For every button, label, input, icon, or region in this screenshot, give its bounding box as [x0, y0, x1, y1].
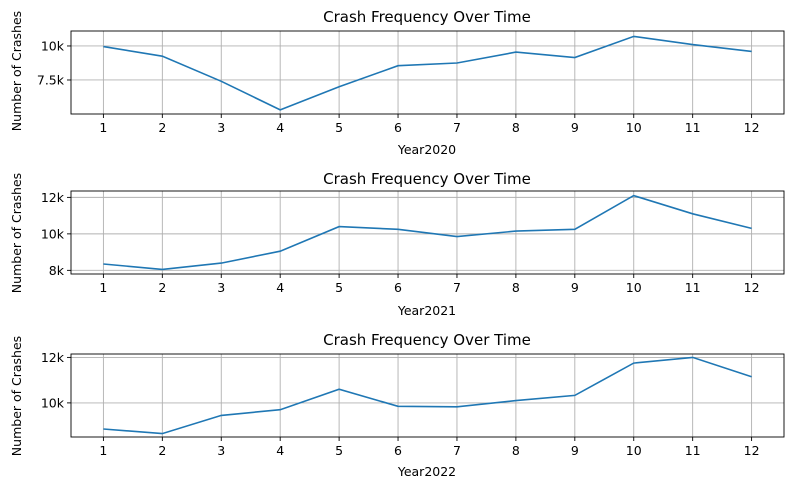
- x-ticks: 1 2 3 4 5 6 7 8 9 10 11 12: [99, 437, 760, 458]
- x-axis-label: Year2021: [397, 303, 456, 318]
- y-tick-label: 10k: [41, 226, 65, 241]
- chart-panel-2021: Crash Frequency Over Time Year2021 Numbe…: [9, 170, 785, 318]
- y-tick-label: 12k: [41, 350, 65, 365]
- axes-frame: [70, 190, 785, 275]
- y-ticks: 7.5k 10k: [37, 38, 71, 87]
- x-tick-label: 7: [453, 280, 461, 295]
- y-tick-label: 10k: [41, 38, 65, 53]
- chart-title: Crash Frequency Over Time: [323, 170, 531, 188]
- x-tick-label: 10: [626, 120, 642, 135]
- x-tick-label: 2: [158, 280, 166, 295]
- x-tick-label: 10: [626, 443, 642, 458]
- y-axis-label: Number of Crashes: [9, 336, 24, 456]
- x-tick-label: 11: [685, 120, 701, 135]
- x-tick-label: 7: [453, 443, 461, 458]
- chart-panel-2020: Crash Frequency Over Time Year2020 Numbe…: [9, 8, 785, 157]
- y-tick-label: 8k: [49, 263, 65, 278]
- grid-lines: [71, 191, 784, 274]
- x-ticks: 1 2 3 4 5 6 7 8 9 10 11 12: [99, 274, 760, 295]
- x-tick-label: 11: [685, 443, 701, 458]
- x-ticks: 1 2 3 4 5 6 7 8 9 10 11 12: [99, 114, 760, 135]
- x-tick-label: 6: [394, 120, 402, 135]
- x-tick-label: 6: [394, 280, 402, 295]
- x-tick-label: 6: [394, 443, 402, 458]
- axes-frame: [70, 30, 785, 115]
- chart-panel-2022: Crash Frequency Over Time Year2022 Numbe…: [9, 331, 785, 479]
- grid-lines: [71, 31, 784, 114]
- x-tick-label: 7: [453, 120, 461, 135]
- x-tick-label: 8: [512, 443, 520, 458]
- x-tick-label: 12: [744, 120, 760, 135]
- x-tick-label: 1: [99, 443, 107, 458]
- chart-title: Crash Frequency Over Time: [323, 331, 531, 349]
- x-tick-label: 4: [276, 280, 284, 295]
- y-tick-label: 7.5k: [37, 72, 65, 87]
- series-line: [103, 35, 752, 111]
- y-tick-label: 12k: [41, 190, 65, 205]
- y-tick-label: 10k: [41, 395, 65, 410]
- x-tick-label: 5: [335, 120, 343, 135]
- x-axis-label: Year2020: [397, 142, 456, 157]
- y-ticks: 8k 10k 12k: [41, 190, 71, 278]
- y-axis-label: Number of Crashes: [9, 11, 24, 131]
- x-tick-label: 5: [335, 443, 343, 458]
- x-tick-label: 9: [571, 443, 579, 458]
- x-tick-label: 2: [158, 443, 166, 458]
- x-tick-label: 9: [571, 120, 579, 135]
- x-tick-label: 11: [685, 280, 701, 295]
- x-tick-label: 8: [512, 280, 520, 295]
- x-tick-label: 8: [512, 120, 520, 135]
- x-tick-label: 12: [744, 280, 760, 295]
- x-tick-label: 4: [276, 443, 284, 458]
- x-tick-label: 9: [571, 280, 579, 295]
- x-tick-label: 5: [335, 280, 343, 295]
- x-tick-label: 1: [99, 280, 107, 295]
- x-tick-label: 10: [626, 280, 642, 295]
- x-tick-label: 4: [276, 120, 284, 135]
- axes-frame: [70, 353, 785, 438]
- x-axis-label: Year2022: [397, 464, 456, 479]
- x-tick-label: 3: [217, 443, 225, 458]
- series-line: [103, 194, 752, 271]
- x-tick-label: 12: [744, 443, 760, 458]
- grid-lines: [71, 354, 784, 437]
- x-tick-label: 1: [99, 120, 107, 135]
- x-tick-label: 2: [158, 120, 166, 135]
- series-line: [103, 356, 752, 435]
- chart-title: Crash Frequency Over Time: [323, 8, 531, 26]
- x-tick-label: 3: [217, 280, 225, 295]
- y-axis-label: Number of Crashes: [9, 173, 24, 293]
- x-tick-label: 3: [217, 120, 225, 135]
- y-ticks: 10k 12k: [41, 350, 71, 410]
